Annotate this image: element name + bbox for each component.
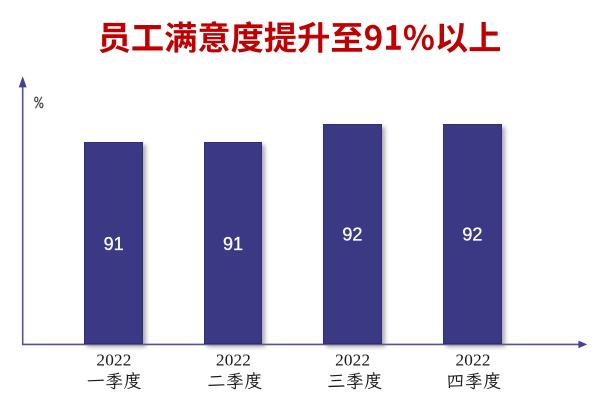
svg-text:92: 92 bbox=[342, 225, 362, 245]
svg-text:2022: 2022 bbox=[96, 350, 131, 369]
svg-text:2022: 2022 bbox=[216, 350, 251, 369]
svg-text:2022: 2022 bbox=[456, 350, 491, 369]
svg-text:91: 91 bbox=[223, 234, 243, 254]
svg-text:92: 92 bbox=[462, 225, 482, 245]
svg-text:2022: 2022 bbox=[335, 350, 370, 369]
svg-text:91: 91 bbox=[104, 234, 124, 254]
